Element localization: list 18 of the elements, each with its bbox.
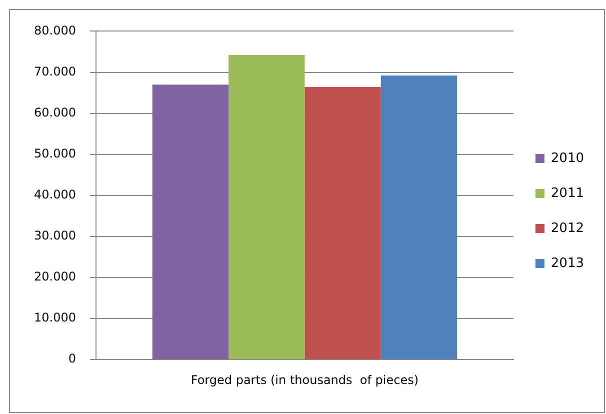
y-tick-label: 70.000 [34,64,76,78]
y-tick-label: 50.000 [34,146,76,160]
y-tick-label: 30.000 [34,228,76,243]
legend-label: 2012 [550,220,584,236]
y-tick-label: 20.000 [34,270,76,284]
bar [380,76,458,360]
x-tick-label: Forged parts (in thousands of pieces) [190,372,419,387]
y-tick-label: 10.000 [34,310,76,325]
bar [228,55,305,360]
y-tick-label: 40.000 [34,188,76,202]
legend-label: 2011 [550,186,584,201]
bar [304,87,381,360]
bar [152,84,229,360]
y-tick-label: 60.000 [34,105,76,120]
legend-label: 2010 [550,150,584,166]
y-tick-label: 0 [68,352,76,366]
y-tick-label: 80.000 [34,23,76,38]
legend-label: 2013 [550,256,584,271]
